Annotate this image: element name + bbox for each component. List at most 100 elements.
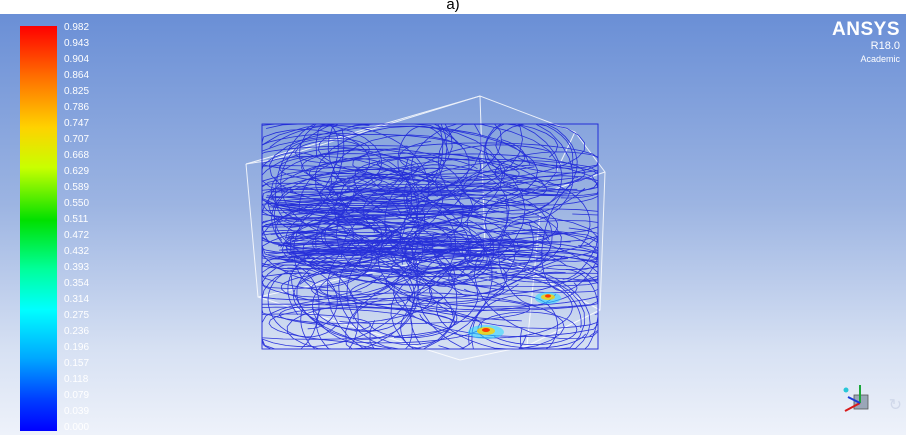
streamline [390, 251, 599, 288]
streamline [261, 209, 452, 293]
streamline [335, 153, 526, 286]
streamline [314, 125, 503, 233]
streamline [419, 274, 573, 339]
legend-tick-label: 0.354 [64, 278, 90, 289]
legend-tick-label: 0.118 [64, 374, 89, 385]
legend-tick-label: 0.668 [64, 150, 90, 161]
legend-tick-label: 0.393 [64, 262, 90, 273]
streamline [270, 199, 551, 208]
streamline [284, 207, 472, 217]
inlet-hotspot-2 [535, 292, 561, 304]
streamline [277, 254, 444, 264]
legend-tick-label: 0.157 [64, 358, 90, 369]
legend-tick-label: 0.275 [64, 310, 90, 321]
streamline [284, 235, 456, 243]
streamline [315, 193, 457, 306]
graphics-viewport[interactable]: 0.982 0.943 0.904 0.864 0.825 0.786 0.747 0.707… [0, 14, 906, 435]
streamline [353, 296, 458, 339]
streamline [315, 189, 471, 283]
streamline [273, 183, 406, 264]
legend-tick-label: 0.236 [64, 326, 90, 337]
streamline [278, 241, 543, 246]
streamline [289, 252, 453, 268]
streamline [293, 250, 527, 256]
streamline [270, 226, 449, 235]
logo-version: R18.0 [870, 40, 900, 52]
streamline [432, 222, 534, 287]
streamline [371, 222, 565, 276]
streamline [269, 125, 430, 237]
streamline [261, 219, 383, 298]
legend-tick-label: 0.864 [64, 70, 90, 81]
streamlines [261, 123, 599, 350]
streamline [287, 258, 569, 271]
streamline-scene[interactable] [0, 14, 906, 435]
color-legend-labels: 0.982 0.943 0.904 0.864 0.825 0.786 0.747 0.707… [64, 22, 114, 434]
streamline [406, 277, 599, 311]
legend-tick-label: 0.472 [64, 230, 90, 241]
axis-triad-icon[interactable] [840, 381, 880, 421]
streamline [279, 197, 478, 210]
streamline [498, 218, 556, 306]
logo-brand: ANSYS [832, 19, 900, 40]
legend-tick-label: 0.550 [64, 198, 90, 209]
ansys-logo: ANSYS R18.0 Academic [832, 20, 900, 65]
legend-tick-label: 0.511 [64, 214, 89, 225]
streamline [280, 123, 458, 240]
legend-tick-label: 0.943 [64, 38, 90, 49]
logo-edition: Academic [860, 54, 900, 64]
legend-tick-label: 0.196 [64, 342, 90, 353]
streamline [291, 231, 475, 236]
streamline [279, 182, 492, 191]
streamline [410, 123, 586, 219]
streamline [298, 123, 523, 204]
streamline [292, 207, 468, 215]
legend-tick-label: 0.786 [64, 102, 90, 113]
rotate-icon[interactable]: ↻ [888, 397, 902, 414]
legend-tick-label: 0.432 [64, 246, 90, 257]
streamline [448, 259, 508, 297]
streamline [437, 123, 574, 224]
legend-tick-label: 0.982 [64, 22, 90, 33]
streamline [261, 152, 355, 227]
streamline [477, 311, 587, 349]
legend-tick-label: 0.079 [64, 390, 90, 401]
legend-tick-label: 0.629 [64, 166, 90, 177]
streamline [385, 246, 599, 309]
streamline [277, 248, 495, 259]
streamline [278, 153, 419, 183]
streamline [541, 177, 599, 292]
legend-tick-label: 0.707 [64, 134, 90, 145]
inlet-hotspot-1 [468, 325, 504, 339]
streamline [266, 194, 564, 204]
streamline [272, 202, 499, 209]
streamline [285, 210, 500, 220]
streamline [267, 268, 338, 338]
streamline [271, 184, 568, 194]
legend-tick-label: 0.000 [64, 422, 90, 433]
streamline [289, 221, 468, 234]
streamline [270, 202, 479, 214]
streamline [284, 198, 477, 209]
streamline [494, 151, 599, 197]
legend-tick-label: 0.904 [64, 54, 90, 65]
legend-tick-label: 0.039 [64, 406, 90, 417]
streamline [462, 164, 599, 209]
streamline [282, 246, 459, 253]
streamline [261, 145, 444, 251]
figure-caption: a) [446, 0, 460, 13]
streamline [403, 144, 599, 262]
streamline [268, 247, 483, 257]
legend-tick-label: 0.589 [64, 182, 90, 193]
legend-tick-label: 0.747 [64, 118, 90, 129]
legend-tick-label: 0.825 [64, 86, 90, 97]
streamline [310, 275, 394, 301]
streamline [268, 303, 482, 344]
streamline [283, 242, 535, 254]
color-legend-bar [20, 26, 57, 431]
streamline [327, 234, 458, 350]
streamline [274, 123, 345, 223]
streamline [398, 139, 526, 178]
streamline [352, 142, 599, 184]
streamline [281, 232, 571, 243]
